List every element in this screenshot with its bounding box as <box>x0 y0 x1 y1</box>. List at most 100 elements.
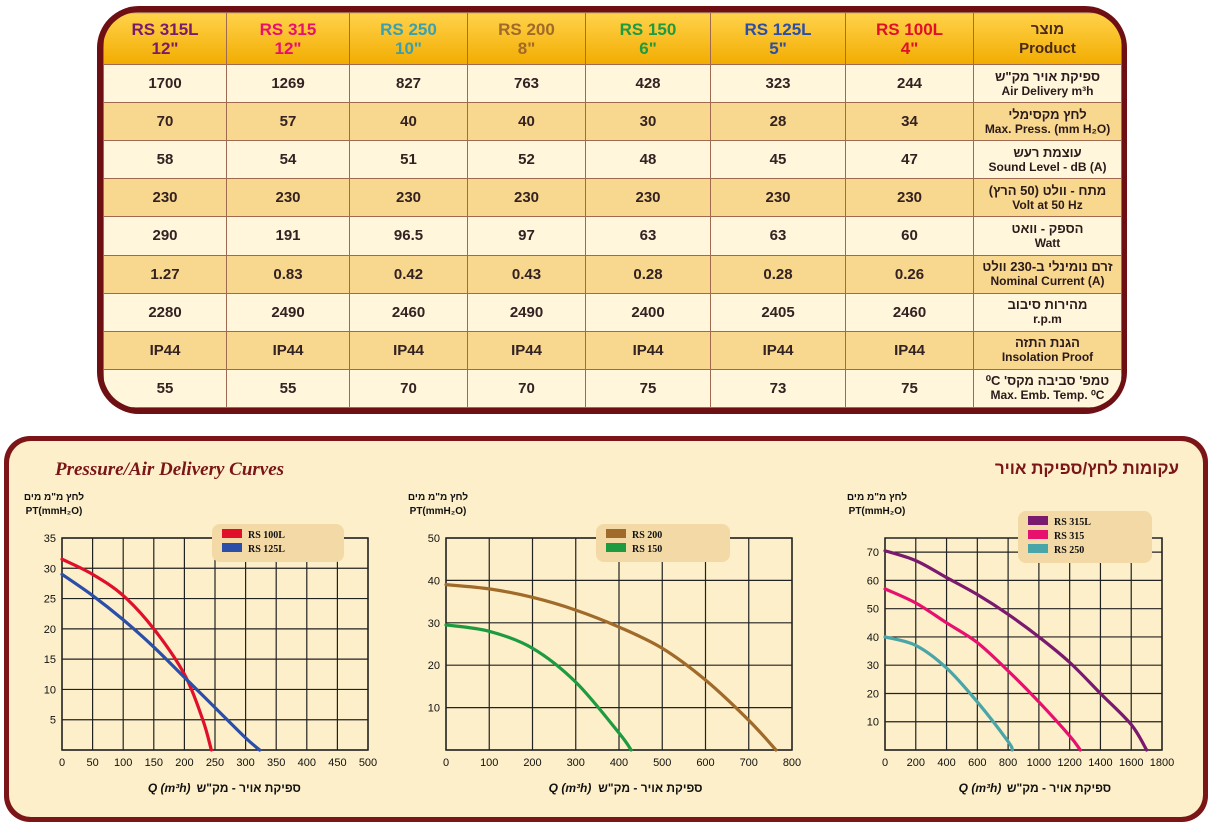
table-cell: 827 <box>349 63 468 104</box>
model-name: RS 150 <box>619 19 677 39</box>
row-label: עוצמת רעש Sound Level - dB (A) <box>973 140 1122 180</box>
row-label: מתח - וולט (50 הרץ) Volt at 50 Hz <box>973 178 1122 218</box>
row-label-he: ספיקת אויר מק"ש <box>994 68 1101 84</box>
row-label-en: Volt at 50 Hz <box>1012 197 1083 212</box>
row-label-he: לחץ מקסימלי <box>1008 106 1087 122</box>
y-tick-label: 60 <box>867 575 879 587</box>
legend-label: RS 315L <box>1054 517 1091 528</box>
model-size: 12" <box>274 38 302 58</box>
x-tick-label: 100 <box>114 757 132 769</box>
table-cell: 2280 <box>103 292 227 332</box>
y-tick-label: 50 <box>428 533 440 545</box>
product-header-he: מוצר <box>1030 20 1065 38</box>
row-label-he: הגנת התזה <box>1015 335 1080 351</box>
x-tick-label: 0 <box>443 757 449 769</box>
table-cell: 60 <box>845 216 974 256</box>
x-tick-label: 450 <box>328 757 346 769</box>
x-tick-label: 500 <box>653 757 671 769</box>
table-cell: 1269 <box>226 63 350 104</box>
y-tick-label: 40 <box>428 575 440 587</box>
legend: RS 200 RS 150 <box>596 524 730 562</box>
legend-swatch <box>606 543 626 552</box>
spec-table-panel: RS 315L 12" RS 315 12" RS 250 10" RS 200 8" RS 1… <box>97 6 1127 414</box>
table-cell: 54 <box>226 140 350 180</box>
x-tick-label: 0 <box>59 757 65 769</box>
series-line-rs-200 <box>444 583 778 752</box>
x-tick-label: 100 <box>480 757 498 769</box>
table-cell: 0.28 <box>710 254 846 294</box>
table-cell: 47 <box>845 140 974 180</box>
table-cell: 28 <box>710 102 846 142</box>
row-label-he: מהירות סיבוב <box>1007 297 1088 313</box>
row-label-en: r.p.m <box>1033 312 1062 327</box>
table-cell: 96.5 <box>349 216 468 256</box>
model-header-rs-200: RS 200 8" <box>467 12 586 65</box>
legend-label: RS 315 <box>1054 531 1084 542</box>
row-label: מהירות סיבוב r.p.m <box>973 292 1122 332</box>
table-header-row: RS 315L 12" RS 315 12" RS 250 10" RS 200 8" RS 1… <box>103 12 1122 65</box>
model-size: 10" <box>395 38 422 58</box>
model-name: RS 250 <box>380 19 437 39</box>
table-cell: 230 <box>226 178 350 218</box>
table-cell: 230 <box>710 178 846 218</box>
table-cell: IP44 <box>103 330 227 370</box>
legend-label: RS 125L <box>248 544 285 555</box>
model-size: 4" <box>900 38 919 58</box>
x-tick-label: 1800 <box>1150 757 1174 769</box>
table-cell: 244 <box>845 63 974 104</box>
table-cell: 0.43 <box>467 254 586 294</box>
y-tick-label: 50 <box>867 604 879 616</box>
curves-panel: Pressure/Air Delivery Curves עקומות לחץ/… <box>4 436 1208 822</box>
x-tick-label: 500 <box>359 757 377 769</box>
table-row: IP44 IP44 IP44 IP44 IP44 IP44 IP44 הגנת התזה Ins… <box>103 330 1122 370</box>
y-tick-label: 70 <box>867 547 879 559</box>
x-tick-label: 600 <box>968 757 986 769</box>
legend-label: RS 100L <box>248 530 285 541</box>
chart-100l-125l: 0 50 100 150 200 250 300 350 400 450 500 5 10 15 20 25 3… <box>24 491 377 795</box>
model-name: RS 315 <box>259 19 317 39</box>
table-cell: 70 <box>467 368 586 408</box>
grid <box>61 537 369 751</box>
table-cell: 230 <box>349 178 468 218</box>
y-tick-label: 20 <box>44 624 56 636</box>
model-name: RS 315L <box>131 19 199 39</box>
row-label: טמפ' סביבה מקס' ⁰C Max. Emb. Temp. ⁰C <box>973 368 1122 408</box>
series-line-rs-315 <box>883 587 1082 752</box>
table-cell: 52 <box>467 140 586 180</box>
legend: RS 100L RS 125L <box>212 524 344 562</box>
table-cell: 73 <box>710 368 846 408</box>
legend: RS 315L RS 315 RS 250 <box>1018 511 1152 563</box>
product-header: מוצר Product <box>973 12 1122 65</box>
y-tick-label: 10 <box>428 703 440 715</box>
table-cell: 1700 <box>103 63 227 104</box>
model-name: RS 200 <box>498 19 555 39</box>
y-axis-label-he: לחץ מ"מ מים <box>847 491 907 503</box>
x-tick-label: 800 <box>783 757 801 769</box>
table-cell: 63 <box>585 216 711 256</box>
product-header-en: Product <box>1019 39 1076 57</box>
y-axis-label: PT(mmH₂O) <box>26 506 83 517</box>
model-header-rs-100l: RS 100L 4" <box>845 12 974 65</box>
table-cell: 2490 <box>226 292 350 332</box>
legend-box <box>212 524 344 562</box>
row-label-he: הספק - וואט <box>1011 220 1084 236</box>
plot-area <box>884 537 1163 751</box>
row-label-en: Max. Press. (mm H₂O) <box>984 121 1111 136</box>
legend-label: RS 200 <box>632 530 662 541</box>
legend-swatch <box>222 529 242 538</box>
series-line-rs-100l <box>60 557 213 752</box>
table-cell: 230 <box>467 178 586 218</box>
x-tick-label: 800 <box>999 757 1017 769</box>
row-label-he: מתח - וולט (50 הרץ) <box>988 182 1107 198</box>
table-cell: 48 <box>585 140 711 180</box>
x-tick-label: 400 <box>937 757 955 769</box>
row-label-en: Sound Level - dB (A) <box>988 159 1107 174</box>
model-header-rs-315l: RS 315L 12" <box>103 12 227 65</box>
legend-swatch <box>606 529 626 538</box>
model-size: 12" <box>151 38 179 58</box>
x-tick-label: 200 <box>175 757 193 769</box>
x-axis-label-he: ספיקת אויר - מק"ש <box>598 781 702 795</box>
table-cell: IP44 <box>349 330 468 370</box>
x-tick-label: 150 <box>145 757 163 769</box>
table-cell: 2400 <box>585 292 711 332</box>
